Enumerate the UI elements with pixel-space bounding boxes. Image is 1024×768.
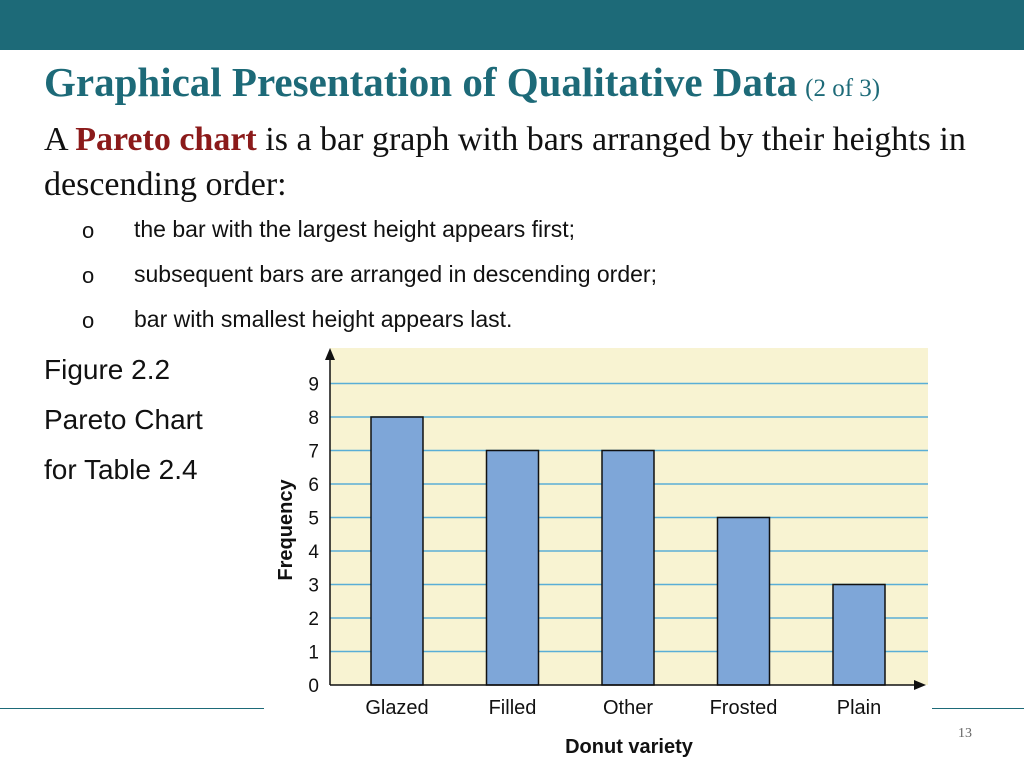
bullet-marker-icon: o bbox=[82, 218, 95, 243]
bullet-list: o the bar with the largest height appear… bbox=[0, 208, 1024, 343]
x-axis-arrow-icon bbox=[914, 680, 926, 690]
header-band bbox=[0, 0, 1024, 50]
y-tick-label: 9 bbox=[308, 375, 319, 396]
bullet-text: subsequent bars are arranged in descendi… bbox=[134, 261, 657, 287]
footer-divider-left bbox=[0, 708, 264, 709]
y-tick-label: 6 bbox=[308, 475, 319, 496]
bar-other bbox=[601, 449, 655, 686]
bullet-marker-icon: o bbox=[82, 308, 95, 333]
y-tick-label: 0 bbox=[308, 676, 319, 697]
bullet-text: the bar with the largest height appears … bbox=[134, 216, 576, 242]
x-axis-label: Donut variety bbox=[565, 736, 694, 758]
bar-filled bbox=[485, 449, 540, 686]
bar-glazed bbox=[370, 416, 424, 686]
intro-rest: is a bar graph with bars arranged by the… bbox=[44, 121, 966, 203]
intro-prefix: A bbox=[44, 121, 76, 158]
pareto-chart: 0 1 2 3 4 5 6 7 8 9 Glazed Filled Other Frosted Plain… bbox=[264, 340, 934, 768]
y-axis-arrow-icon bbox=[325, 348, 335, 360]
x-tick-labels: Glazed Filled Other Frosted Plain bbox=[365, 697, 881, 719]
bar-plain bbox=[832, 583, 886, 686]
footer-divider-right bbox=[932, 708, 1024, 709]
x-tick-label: Plain bbox=[837, 697, 881, 719]
title-page-indicator: (2 of 3) bbox=[805, 75, 881, 102]
bullet-text: bar with smallest height appears last. bbox=[134, 306, 513, 332]
figure-caption: Figure 2.2 Pareto Chart for Table 2.4 bbox=[44, 345, 264, 495]
y-tick-label: 8 bbox=[308, 408, 319, 429]
page-number: 13 bbox=[958, 726, 972, 741]
x-tick-label: Glazed bbox=[365, 697, 428, 719]
bars-group bbox=[370, 416, 886, 686]
title-text: Graphical Presentation of Qualitative Da… bbox=[44, 59, 798, 105]
intro-term: Pareto chart bbox=[75, 121, 257, 158]
y-tick-label: 2 bbox=[308, 609, 319, 630]
bullet-item: o bar with smallest height appears last. bbox=[0, 298, 1024, 343]
chart-svg: 0 1 2 3 4 5 6 7 8 9 Glazed Filled Other Frosted Plain… bbox=[275, 348, 928, 758]
y-tick-label: 1 bbox=[308, 643, 319, 664]
y-tick-label: 3 bbox=[308, 576, 319, 597]
y-tick-label: 4 bbox=[308, 542, 319, 563]
caption-line: Figure 2.2 bbox=[44, 354, 171, 385]
y-tick-labels: 0 1 2 3 4 5 6 7 8 9 bbox=[308, 375, 319, 698]
caption-line: Pareto Chart bbox=[44, 404, 203, 435]
x-tick-label: Filled bbox=[489, 697, 537, 719]
axes bbox=[325, 348, 926, 690]
bullet-item: o the bar with the largest height appear… bbox=[0, 208, 1024, 253]
y-tick-label: 7 bbox=[308, 442, 319, 463]
intro-paragraph: A Pareto chart is a bar graph with bars … bbox=[44, 117, 994, 207]
bar-frosted bbox=[716, 516, 771, 686]
x-tick-label: Frosted bbox=[710, 697, 778, 719]
caption-line: for Table 2.4 bbox=[44, 454, 198, 485]
bullet-marker-icon: o bbox=[82, 263, 95, 288]
y-tick-label: 5 bbox=[308, 509, 319, 530]
page-title: Graphical Presentation of Qualitative Da… bbox=[44, 56, 1004, 115]
bullet-item: o subsequent bars are arranged in descen… bbox=[0, 253, 1024, 298]
y-axis-label: Frequency bbox=[275, 479, 297, 581]
x-tick-label: Other bbox=[603, 697, 653, 719]
